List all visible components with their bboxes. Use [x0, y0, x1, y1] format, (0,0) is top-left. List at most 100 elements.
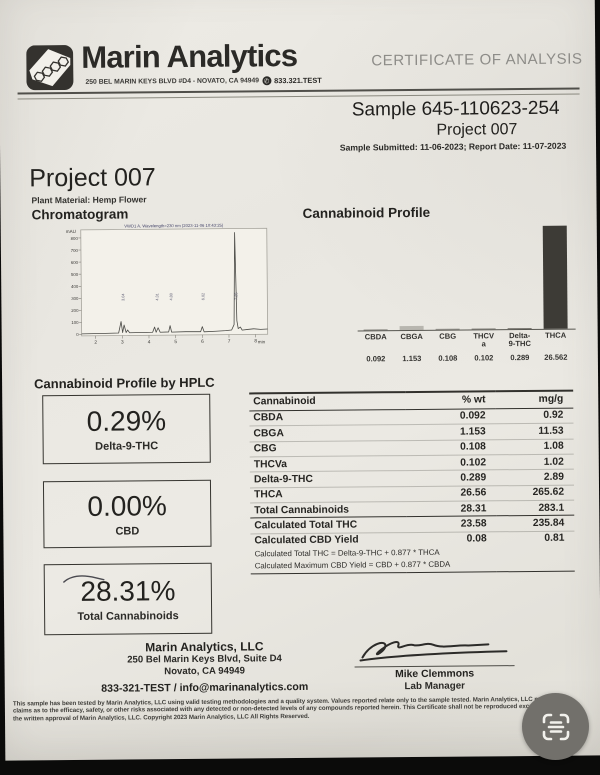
chrom-y-tick: 800: [65, 235, 78, 240]
signature-line: [355, 665, 515, 667]
cell-value: 0.81: [497, 531, 575, 547]
col-header-pct-wt: % wt: [405, 391, 496, 409]
footnote-text: Calculated Maximum CBD Yield = CBD + 0.8…: [251, 557, 575, 574]
cell-value: 265.62: [496, 485, 574, 501]
lab-contact: 833-321-TEST / info@marinanalytics.com: [81, 681, 329, 695]
lab-address-line2: Novato, CA 94949: [95, 664, 315, 677]
bar-value-label: 0.108: [438, 354, 457, 363]
chrom-y-tick: 0: [66, 332, 79, 337]
result-label: CBD: [115, 525, 139, 537]
chrom-y-tick: 200: [65, 308, 78, 313]
cell-value: 28.31: [406, 501, 497, 517]
chrom-x-tick: 3: [114, 340, 130, 345]
brand-address: 250 BEL MARIN KEYS BLVD #D4 - NOVATO, CA…: [85, 77, 259, 86]
chrom-y-tick: 700: [65, 248, 78, 253]
brand-phone: 833.321.TEST: [274, 76, 322, 85]
bar-value-label: 0.102: [474, 353, 493, 362]
chrom-peak-label: 4.31: [156, 293, 160, 300]
cell-value: 1.08: [496, 439, 574, 455]
chrom-y-tick: 100: [66, 320, 79, 325]
bar-category-label: CBGA: [400, 333, 423, 350]
sample-number: Sample 645-110623-254: [330, 98, 582, 122]
cell-value: 0.92: [496, 408, 574, 424]
chrom-x-tick: 4: [141, 340, 157, 345]
chromatogram-y-axis-label: mAU: [66, 229, 76, 234]
col-header-mg-g: mg/g: [495, 391, 573, 409]
chrom-peak-label: 6.02: [201, 293, 205, 300]
chrom-x-tick: 5: [168, 340, 184, 345]
hplc-heading: Cannabinoid Profile by HPLC: [34, 375, 215, 392]
cell-name: Delta-9-THC: [250, 471, 406, 488]
chromatogram-plot: VWD1 A, Wavelength=230 nm (2023-11-06 10…: [65, 220, 278, 368]
cell-value: 1.153: [405, 424, 496, 440]
cell-value: 2.89: [496, 469, 574, 485]
cell-value: 23.58: [406, 516, 497, 532]
result-label: Total Cannabinoids: [77, 610, 178, 623]
signer-name: Mike Clemmons: [355, 668, 515, 680]
result-value: 0.00%: [87, 490, 167, 523]
cell-value: 26.56: [406, 485, 497, 501]
sample-project: Project 007: [372, 121, 582, 141]
bar-value-label: 1.153: [402, 354, 421, 363]
result-value: 0.29%: [87, 405, 167, 438]
cell-value: 235.84: [497, 516, 575, 532]
bar-value-label: 0.289: [510, 353, 529, 362]
chrom-peak-label: 4.80: [169, 293, 173, 300]
bar-value-label: 0.092: [366, 354, 385, 363]
plant-material: Plant Material: Hemp Flower: [31, 194, 146, 205]
bar-category-label: CBG: [439, 333, 456, 350]
cell-name: CBGA: [249, 425, 405, 442]
cell-name: THCVa: [250, 455, 406, 472]
chrom-x-tick: 6: [194, 340, 210, 345]
bar-slot-cbda: CBDA 0.092: [357, 221, 394, 363]
cell-value: 0.08: [406, 532, 497, 548]
cell-name: CBG: [250, 440, 406, 457]
chrom-y-tick: 400: [65, 284, 78, 289]
marin-analytics-logo-icon: [26, 45, 73, 90]
cell-value: 0.092: [405, 409, 496, 425]
disclaimer: This sample has been tested by Marin Ana…: [13, 695, 599, 722]
certificate-title: CERTIFICATE OF ANALYSIS: [371, 51, 582, 70]
cell-name: Calculated CBD Yield: [250, 532, 406, 548]
chrom-y-tick: 500: [65, 272, 78, 277]
bar-slot-cbga: CBGA 1.153: [393, 221, 430, 363]
cell-value: 0.289: [405, 470, 496, 486]
bar: [543, 226, 568, 329]
brand-address-row: 250 BEL MARIN KEYS BLVD #D4 - NOVATO, CA…: [85, 76, 321, 87]
bar-value-label: 26.562: [544, 353, 567, 362]
lab-address-block: Marin Analytics, LLC 250 Bel Marin Keys …: [94, 639, 314, 678]
result-box-delta9thc: 0.29% Delta-9-THC: [42, 394, 211, 464]
cell-value: 283.1: [496, 500, 574, 516]
phone-icon: ✆: [262, 76, 271, 85]
chrom-peak-label: 7.25: [234, 293, 238, 300]
scan-text-button[interactable]: [522, 693, 589, 760]
scan-text-icon: [539, 710, 573, 744]
chrom-y-tick: 300: [65, 296, 78, 301]
chromatogram-x-unit: min: [258, 339, 265, 344]
project-title: Project 007: [29, 163, 156, 193]
bar-category-label: THCA: [545, 332, 566, 349]
bar-slot-thca: THCA 26.562: [537, 220, 574, 362]
chromatogram-heading: Chromatogram: [32, 206, 129, 222]
signer-title: Lab Manager: [355, 680, 515, 692]
chrom-x-tick: 7: [221, 340, 237, 345]
chrom-peak-label: 3.04: [121, 294, 125, 301]
cell-value: 0.108: [405, 439, 496, 455]
pen-mark: [62, 573, 106, 585]
bar-slot-cbg: CBG 0.108: [429, 221, 466, 363]
cell-value: 11.53: [496, 423, 574, 439]
chrom-y-tick: 600: [65, 260, 78, 265]
bar-category-label: CBDA: [365, 333, 387, 350]
cell-name: THCA: [250, 486, 406, 503]
chrom-x-tick: 2: [88, 341, 104, 346]
cell-name: Calculated Total THC: [250, 517, 406, 534]
